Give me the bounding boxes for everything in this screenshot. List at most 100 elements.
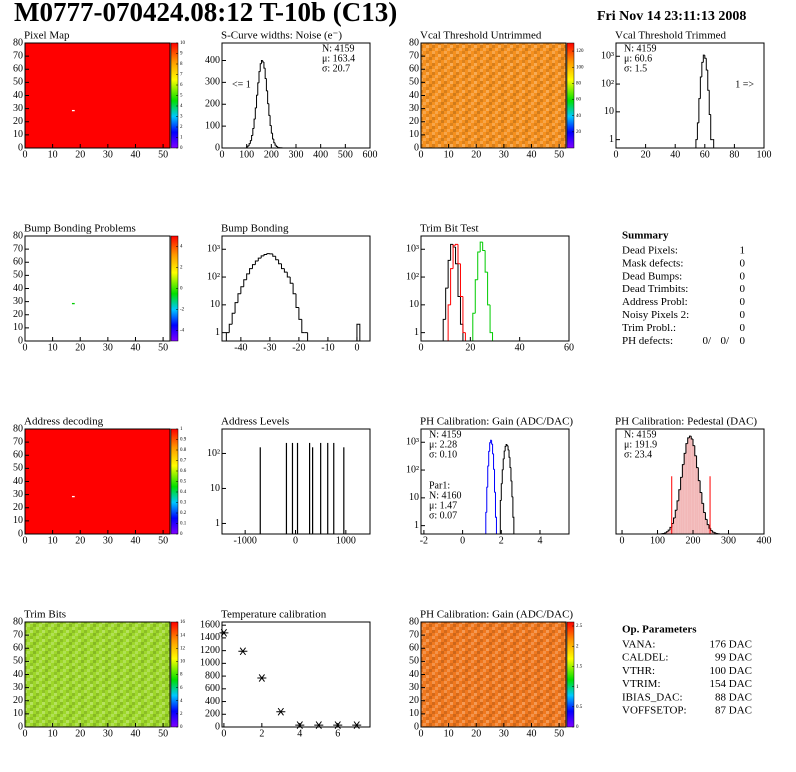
bin-step bbox=[228, 323, 233, 333]
y-tick-label: 10 bbox=[409, 708, 419, 719]
x-tick-label: 10 bbox=[444, 728, 454, 739]
x-tick-label: 2 bbox=[499, 535, 504, 546]
bin-step bbox=[247, 145, 250, 147]
z-tick-label: 12 bbox=[180, 646, 186, 651]
bin-step bbox=[710, 114, 713, 141]
y-tick-label: 40 bbox=[13, 476, 23, 487]
x-tick-label: 0 bbox=[419, 342, 424, 353]
panel-title: PH Calibration: Pedestal (DAC) bbox=[615, 416, 757, 428]
y-tick-label: 70 bbox=[13, 629, 23, 640]
y-tick-label: 40 bbox=[13, 669, 23, 680]
x-tick-label: 4 bbox=[297, 728, 302, 739]
texture bbox=[421, 43, 566, 148]
x-tick-label: -2 bbox=[420, 535, 428, 546]
panel-title: Bump Bonding bbox=[221, 223, 289, 235]
bar-fill bbox=[668, 530, 670, 534]
bin-step bbox=[674, 509, 678, 518]
summary-value: 0 bbox=[740, 322, 746, 334]
z-tick-label: 0 bbox=[180, 287, 183, 292]
y-tick-label: 1 bbox=[414, 327, 419, 338]
y-tick-label: 0 bbox=[18, 335, 23, 346]
bin-step bbox=[699, 480, 702, 494]
bin-step bbox=[225, 332, 230, 341]
bin-step bbox=[251, 264, 256, 269]
texture bbox=[421, 622, 566, 727]
z-tick-label: 0 bbox=[576, 725, 579, 730]
x-tick-label: -1000 bbox=[233, 535, 256, 546]
y-tick-label: 1 bbox=[215, 518, 220, 529]
op-value: 99 DAC bbox=[715, 652, 752, 664]
z-tick-label: 0 bbox=[180, 146, 183, 151]
z-tick-label: 60 bbox=[576, 98, 582, 103]
y-tick-label: 70 bbox=[409, 629, 419, 640]
y-tick-label: 1 bbox=[215, 327, 220, 338]
page-title: M0777-070424.08:12 T-10b (C13) bbox=[14, 0, 397, 27]
bin-step bbox=[672, 517, 676, 524]
plot-frame bbox=[222, 622, 370, 727]
bin-step bbox=[713, 532, 717, 534]
bin-step bbox=[715, 532, 718, 534]
bin-step bbox=[289, 277, 294, 284]
panel-title: Pixel Map bbox=[24, 30, 70, 42]
bin-step bbox=[268, 103, 271, 116]
bin-step bbox=[237, 293, 241, 303]
bin-step bbox=[664, 532, 667, 534]
summary-label: Dead Bumps: bbox=[622, 270, 682, 282]
op-value: 88 DAC bbox=[715, 691, 752, 703]
x-tick-label: 0 bbox=[419, 149, 424, 160]
summary-label: PH defects: bbox=[622, 335, 673, 347]
x-tick-label: 10 bbox=[48, 728, 58, 739]
y-tick-label: 60 bbox=[409, 643, 419, 654]
bin-step bbox=[707, 70, 710, 91]
bin-step bbox=[712, 139, 715, 148]
y-tick-label: 80 bbox=[13, 616, 23, 627]
bar-fill bbox=[673, 517, 676, 534]
bin-step bbox=[257, 257, 262, 261]
bin-step bbox=[258, 71, 261, 83]
bin-step bbox=[260, 255, 265, 259]
y-tick-label: 10³ bbox=[601, 51, 614, 62]
bin-step bbox=[512, 496, 515, 534]
colorbar bbox=[566, 621, 575, 728]
bin-step bbox=[487, 465, 489, 488]
panel-title: Address Levels bbox=[221, 416, 289, 428]
y-tick-label: 20 bbox=[409, 695, 419, 706]
bin-step bbox=[455, 247, 458, 265]
bin-step bbox=[697, 467, 701, 482]
stats-line: μ: 60.6 bbox=[624, 53, 652, 64]
z-tick-label: 20 bbox=[576, 130, 582, 135]
y-tick-label: 10² bbox=[406, 464, 419, 475]
op-value: 176 DAC bbox=[710, 639, 752, 651]
bar-fill bbox=[703, 512, 706, 534]
x-tick-label: 80 bbox=[729, 149, 739, 160]
plot-frame bbox=[25, 236, 170, 341]
bar-fill bbox=[700, 492, 702, 534]
z-tick-label: 0.9 bbox=[180, 438, 187, 443]
summary-value: 0 bbox=[740, 283, 746, 295]
z-tick-label: 0.5 bbox=[576, 705, 583, 710]
bin-step bbox=[459, 263, 463, 297]
stats-line: N: 4159 bbox=[322, 43, 355, 54]
bar-fill bbox=[701, 503, 704, 534]
y-tick-label: 60 bbox=[13, 64, 23, 75]
bin-step bbox=[683, 452, 686, 465]
panel-title: Temperature calibration bbox=[221, 609, 327, 621]
y-tick-label: 300 bbox=[205, 77, 220, 88]
x-tick-label: 50 bbox=[554, 728, 564, 739]
panel-title: Address decoding bbox=[24, 416, 104, 428]
x-tick-label: 50 bbox=[158, 342, 168, 353]
bin-step bbox=[442, 318, 446, 341]
plot-frame bbox=[616, 43, 764, 148]
bin-step bbox=[266, 253, 270, 255]
bar-fill bbox=[710, 530, 713, 534]
bin-step bbox=[301, 319, 305, 334]
bin-step bbox=[278, 259, 282, 265]
x-tick-label: 40 bbox=[515, 342, 525, 353]
x-tick-label: 30 bbox=[103, 535, 113, 546]
y-tick-label: 80 bbox=[409, 37, 419, 48]
y-tick-label: 10 bbox=[409, 299, 419, 310]
bar-fill bbox=[694, 455, 697, 534]
bar-fill bbox=[687, 437, 690, 534]
z-tick-label: 0.4 bbox=[180, 490, 187, 495]
